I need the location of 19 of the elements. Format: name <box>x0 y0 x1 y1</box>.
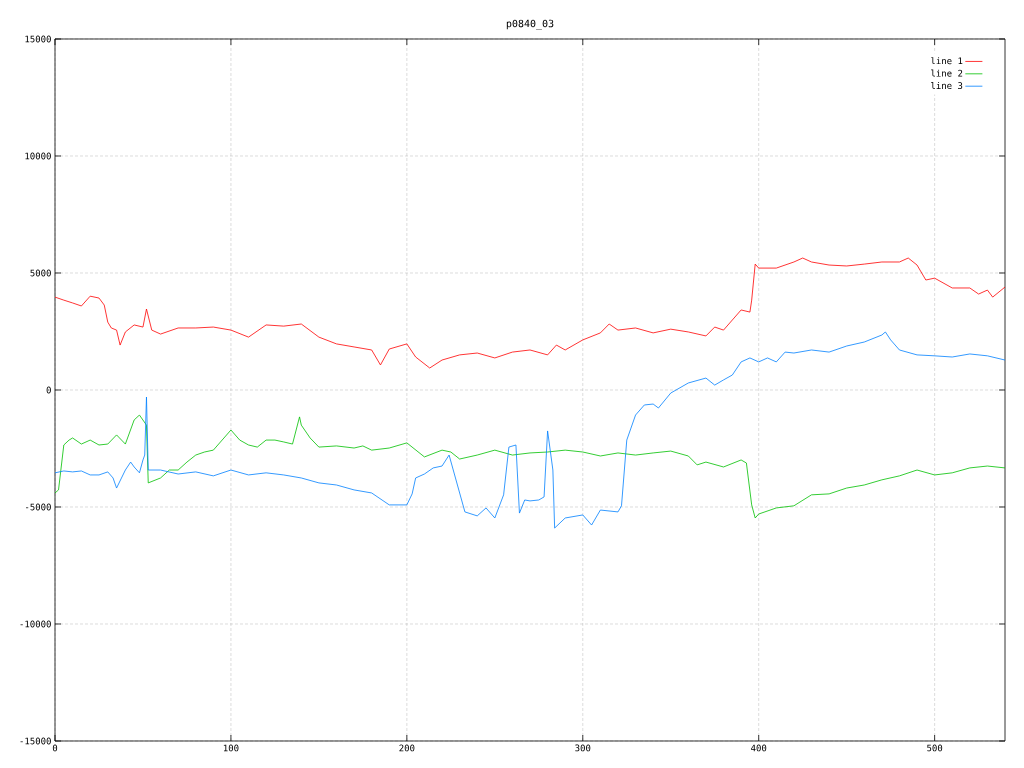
legend-label: line 3 <box>931 82 963 90</box>
y-tick-label: 10000 <box>25 152 51 160</box>
x-tick-label: 500 <box>927 744 943 752</box>
y-tick-label: 15000 <box>25 35 51 43</box>
legend-label: line 1 <box>931 57 963 65</box>
y-tick-label: -15000 <box>20 737 51 745</box>
legend-label: line 2 <box>931 69 963 77</box>
x-tick-label: 400 <box>751 744 767 752</box>
x-tick-label: 100 <box>223 744 239 752</box>
chart-title: p0840_03 <box>506 19 554 30</box>
y-tick-label: -5000 <box>25 503 51 511</box>
x-tick-label: 200 <box>399 744 415 752</box>
line-series <box>55 414 1006 519</box>
x-tick-label: 0 <box>52 744 58 752</box>
x-tick-label: 300 <box>575 744 591 752</box>
line-series <box>55 257 1006 369</box>
y-tick-label: 5000 <box>30 269 51 277</box>
y-tick-label: -10000 <box>20 620 51 628</box>
y-tick-label: 0 <box>46 386 51 394</box>
